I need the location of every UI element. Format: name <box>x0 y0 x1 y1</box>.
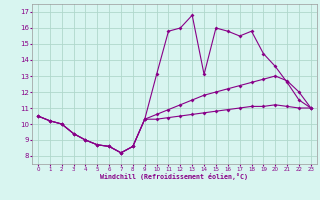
X-axis label: Windchill (Refroidissement éolien,°C): Windchill (Refroidissement éolien,°C) <box>100 173 248 180</box>
